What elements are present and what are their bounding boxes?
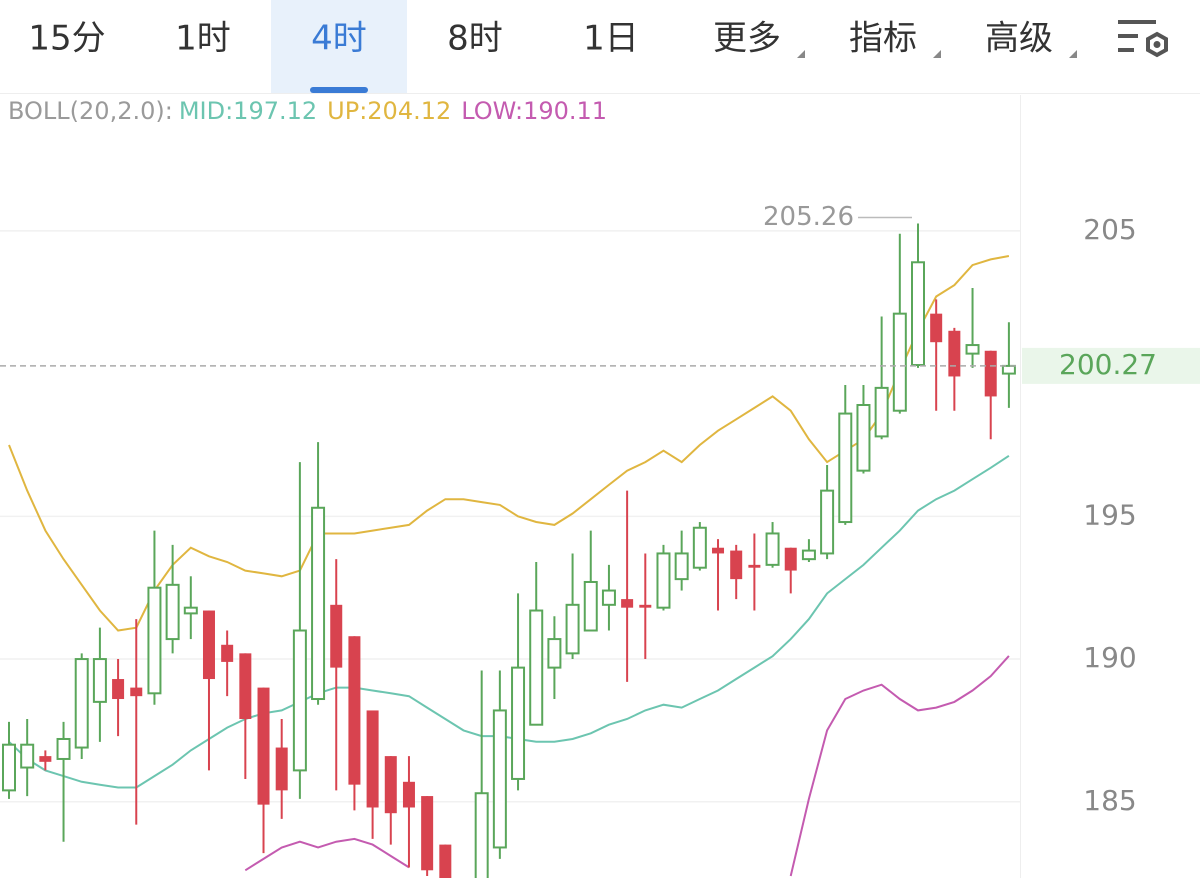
indicator-name: BOLL(20,2.0): (8, 97, 173, 125)
tab[interactable]: 4时 (311, 19, 367, 59)
icon-dot (1153, 41, 1161, 48)
candle-body (748, 564, 761, 568)
tab[interactable]: 8时 (447, 19, 503, 59)
candle-body (639, 604, 652, 608)
y-tick-label: 185 (1083, 784, 1136, 817)
band-line (8, 454, 1010, 789)
candle-body (784, 547, 797, 571)
tab[interactable]: 1日 (583, 19, 639, 59)
indicator-legend: BOLL(20,2.0): MID:197.12 UP:204.12 LOW:190.… (8, 97, 607, 125)
candle-body (39, 756, 52, 762)
candle-body (984, 350, 997, 397)
candle-body (311, 506, 326, 701)
candle-body (292, 629, 307, 772)
candle-body (330, 604, 343, 668)
legend-entry: MID:197.12 (179, 97, 317, 125)
tab[interactable]: 高级 (985, 19, 1053, 59)
active-tab-indicator (310, 87, 368, 93)
candle-body (621, 599, 634, 608)
candle-body (384, 756, 397, 814)
candle-body (366, 710, 379, 808)
dropdown-caret (1069, 50, 1077, 58)
candle-body (439, 844, 452, 878)
candle-body (511, 666, 526, 780)
dropdown-caret (933, 50, 941, 58)
candle-body (547, 638, 562, 669)
candle-body (529, 609, 544, 726)
candle-body (147, 586, 162, 695)
last-price-label: 200.27 (1059, 348, 1157, 381)
last-price-box (1022, 347, 1200, 384)
candle-body (74, 658, 89, 749)
candle-body (421, 796, 434, 871)
candle-body (965, 344, 980, 355)
candle-body (221, 644, 234, 662)
candle-body (565, 603, 580, 655)
candle-body (601, 589, 616, 606)
tab[interactable]: 更多 (713, 19, 781, 59)
candle-body (911, 261, 925, 367)
candle-body (492, 709, 507, 849)
candle-body (765, 532, 780, 566)
tab[interactable]: 15分 (28, 19, 105, 59)
candle-body (712, 547, 725, 554)
candle-body (239, 653, 252, 720)
max-label: 205.26 (763, 202, 854, 232)
candle-body (820, 489, 835, 555)
plot-area (0, 223, 1020, 878)
icon-hex (1146, 31, 1168, 58)
candle-body (130, 687, 143, 697)
candle-body (2, 743, 16, 792)
candle-body (402, 781, 415, 808)
candle-body (892, 312, 907, 412)
settings-icon[interactable] (1118, 20, 1168, 58)
candle-body (112, 679, 125, 700)
candle-body (801, 549, 816, 561)
candle-body (674, 552, 689, 581)
active-tab-bg (271, 0, 407, 93)
band-line (244, 655, 1010, 877)
candle-body (874, 386, 889, 438)
dropdown-caret (797, 50, 805, 58)
candle-body (20, 743, 35, 769)
candle-body (930, 313, 943, 343)
tab[interactable]: 1时 (175, 19, 231, 59)
candle-body (275, 747, 288, 791)
candle-body (348, 636, 361, 785)
candle-body (838, 412, 853, 524)
candle-body (730, 550, 743, 580)
y-tick-label: 195 (1083, 498, 1136, 531)
candle-body (1001, 364, 1016, 375)
tab[interactable]: 指标 (849, 19, 917, 59)
candle-body (56, 737, 71, 760)
candle-body (583, 580, 598, 632)
candle-body (202, 610, 215, 680)
legend-entry: LOW:190.11 (461, 97, 607, 125)
y-tick-label: 190 (1083, 641, 1136, 674)
candle-body (692, 526, 707, 569)
candle-body (656, 552, 671, 609)
candle-body (257, 687, 270, 805)
candle-body (948, 330, 961, 377)
candle-body (183, 606, 198, 615)
candle-body (856, 404, 871, 472)
tab-bar (0, 0, 1200, 93)
legend-entry: UP:204.12 (327, 97, 451, 125)
candle-body (165, 583, 180, 641)
y-tick-label: 205 (1083, 213, 1136, 246)
candle-body (474, 792, 489, 878)
candle-body (92, 658, 107, 703)
